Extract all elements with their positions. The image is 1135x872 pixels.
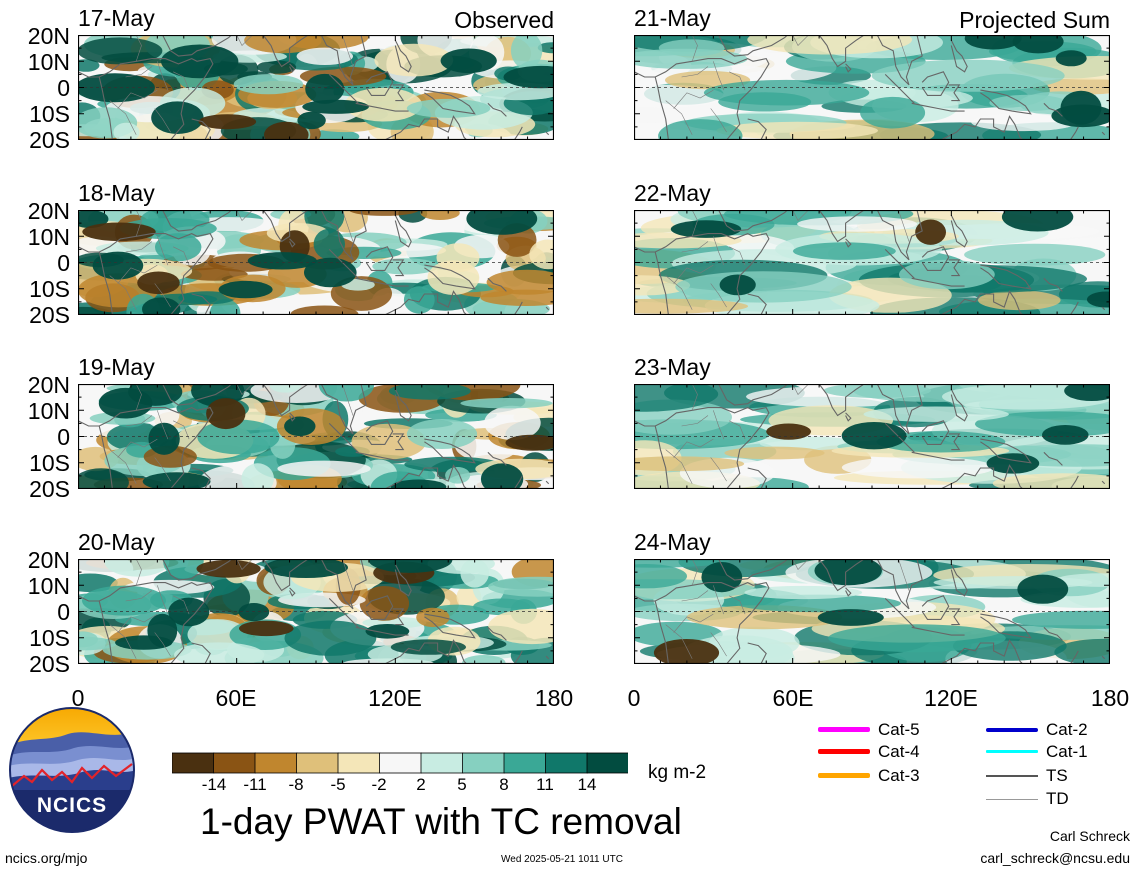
lat-tick-label: 20S [29,476,70,502]
logo-text: NCICS [37,794,107,817]
lat-tick-label: 10N [27,49,70,75]
legend-label: Cat-2 [1046,720,1088,739]
lon-tick-label: 120E [368,685,422,711]
site-link[interactable]: ncics.org/mjo [5,850,88,866]
colorbar-swatch [213,752,256,774]
colorbar-tick-label: 5 [457,775,467,794]
lon-tick-label: 60E [772,685,814,711]
legend-label: TS [1046,766,1068,785]
lat-tick-label: 20N [27,23,70,49]
lon-tick-label: 120E [924,685,978,711]
pwat-map-observed-3 [78,384,554,489]
colorbar-tick-label: -14 [201,775,227,794]
lat-tick-label: 0 [57,599,70,625]
legend-swatch [986,728,1038,732]
panel-date-label: 17-May [78,5,155,31]
lon-tick-label: 0 [71,685,85,711]
panel-date-label: 24-May [634,529,711,555]
lat-tick-label: 10S [29,625,70,651]
colorbar-tick-label: -11 [243,775,267,794]
panel-date-label: 19-May [78,354,155,380]
lon-tick-label: 60E [215,685,257,711]
colorbar-swatch [462,752,505,774]
author-name: Carl Schreck [1049,828,1130,844]
pwat-map-projected-2 [634,210,1110,315]
pwat-map-observed-4 [78,559,554,664]
lat-tick-label: 10S [29,450,70,476]
legend-swatch [986,775,1038,777]
legend-label: Cat-4 [878,742,920,761]
colorbar-swatch [503,752,547,774]
colorbar-units: kg m-2 [648,762,707,783]
pwat-map-observed-1 [78,35,554,140]
legend-swatch [986,750,1038,753]
legend-swatch [818,773,870,778]
colorbar-tick-label: 11 [536,775,554,794]
colorbar-swatch [586,752,628,774]
panel-date-label: 21-May [634,5,711,31]
legend-swatch [818,749,870,754]
colorbar-tick-label: -2 [371,775,387,794]
lat-tick-label: 20S [29,302,70,328]
panel-group-label: Projected Sum [959,7,1110,33]
ncics-logo: NCICS [9,707,135,833]
timestamp: Wed 2025-05-21 1011 UTC [501,854,623,865]
colorbar-swatch [379,752,422,774]
pwat-map-observed-2 [78,210,554,315]
pwat-map-projected-1 [634,35,1110,140]
colorbar-tick-label: -5 [330,775,346,794]
colorbar-swatch [420,752,464,774]
colorbar-swatch [254,752,298,774]
panel-group-label: Observed [454,7,554,33]
lat-tick-label: 20N [27,372,70,398]
lat-tick-label: 0 [57,424,70,450]
legend-swatch [986,799,1038,800]
lat-tick-label: 10N [27,573,70,599]
colorbar-tick-label: 14 [577,775,597,794]
colorbar-swatch [296,752,339,774]
pwat-map-projected-4 [634,559,1110,664]
panel-date-label: 23-May [634,354,711,380]
author-email[interactable]: carl_schreck@ncsu.edu [980,850,1130,866]
lat-tick-label: 10S [29,276,70,302]
lat-tick-label: 0 [57,250,70,276]
lon-tick-label: 180 [534,685,574,711]
panel-date-label: 22-May [634,180,711,206]
pwat-map-projected-3 [634,384,1110,489]
panel-date-label: 20-May [78,529,155,555]
legend-label: Cat-1 [1046,742,1088,761]
lon-tick-label: 0 [627,685,641,711]
panel-date-label: 18-May [78,180,155,206]
legend-label: Cat-5 [878,720,920,739]
lat-tick-label: 10S [29,101,70,127]
lat-tick-label: 20S [29,127,70,153]
legend-label: TD [1046,789,1069,808]
colorbar-tick-label: -8 [288,775,304,794]
lon-tick-label: 180 [1090,685,1130,711]
colorbar [172,752,628,774]
colorbar-tick-label: 2 [416,775,426,794]
lat-tick-label: 0 [57,75,70,101]
colorbar-swatch [172,752,215,774]
colorbar-tick-label: 8 [499,775,509,794]
lat-tick-label: 10N [27,398,70,424]
figure-title: 1-day PWAT with TC removal [200,801,682,842]
legend-label: Cat-3 [878,766,920,785]
legend-swatch [818,727,870,732]
colorbar-swatch [545,752,588,774]
lat-tick-label: 10N [27,224,70,250]
lat-tick-label: 20N [27,547,70,573]
lat-tick-label: 20S [29,651,70,677]
lat-tick-label: 20N [27,198,70,224]
colorbar-swatch [337,752,381,774]
